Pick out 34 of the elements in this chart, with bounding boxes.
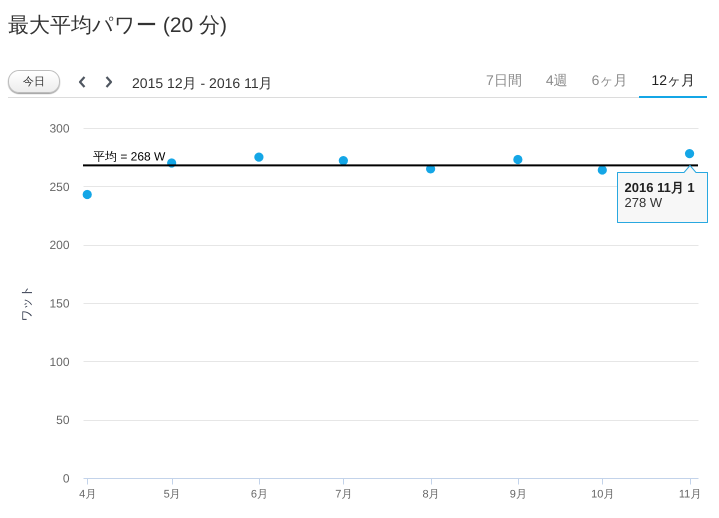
y-tick-label: 50 [56, 413, 70, 428]
point [598, 165, 607, 175]
x-tick-label: 7月 [335, 488, 352, 500]
ref-line-label: 平均 = 268 W [93, 149, 166, 164]
y-tick-label: 100 [49, 354, 70, 369]
tab[interactable]: 4週 [534, 71, 580, 98]
point [338, 156, 348, 166]
chevron-right-icon[interactable] [105, 76, 113, 88]
annotation: 2016 11月 1 [624, 180, 695, 195]
x-tick-label: 11月 [678, 488, 702, 500]
point [82, 190, 92, 200]
chart-subtitle: 2015 12月 - 2016 11月 [132, 74, 273, 92]
x-tick-label: 5月 [164, 488, 181, 500]
y-tick-label: 250 [49, 180, 70, 194]
x-tick-label: 8月 [422, 488, 440, 500]
x-tick-label: 6月 [250, 488, 268, 500]
y-tick-label: 150 [49, 296, 70, 310]
y-tick-label: 200 [49, 238, 70, 252]
chevron-left-icon[interactable] [78, 76, 86, 88]
button[interactable]: 今日 [8, 70, 60, 93]
x-tick-label: 4月 [79, 488, 96, 500]
y-tick-label: 300 [49, 122, 70, 136]
tab[interactable]: 7日間 [474, 71, 534, 98]
y-axis-title: ワット [20, 286, 34, 322]
chart-title: 最大平均パワー (20 分) [8, 13, 228, 39]
point [254, 152, 264, 162]
point [684, 149, 694, 158]
point [513, 154, 522, 164]
annotation: 278 W [624, 194, 664, 210]
tab[interactable]: 6ヶ月 [580, 71, 640, 98]
y-tick-label: 0 [62, 472, 70, 486]
x-tick-label: 10月 [591, 488, 614, 500]
x-tick-label: 9月 [510, 488, 527, 500]
tab[interactable]: 12ヶ月 [639, 71, 707, 98]
